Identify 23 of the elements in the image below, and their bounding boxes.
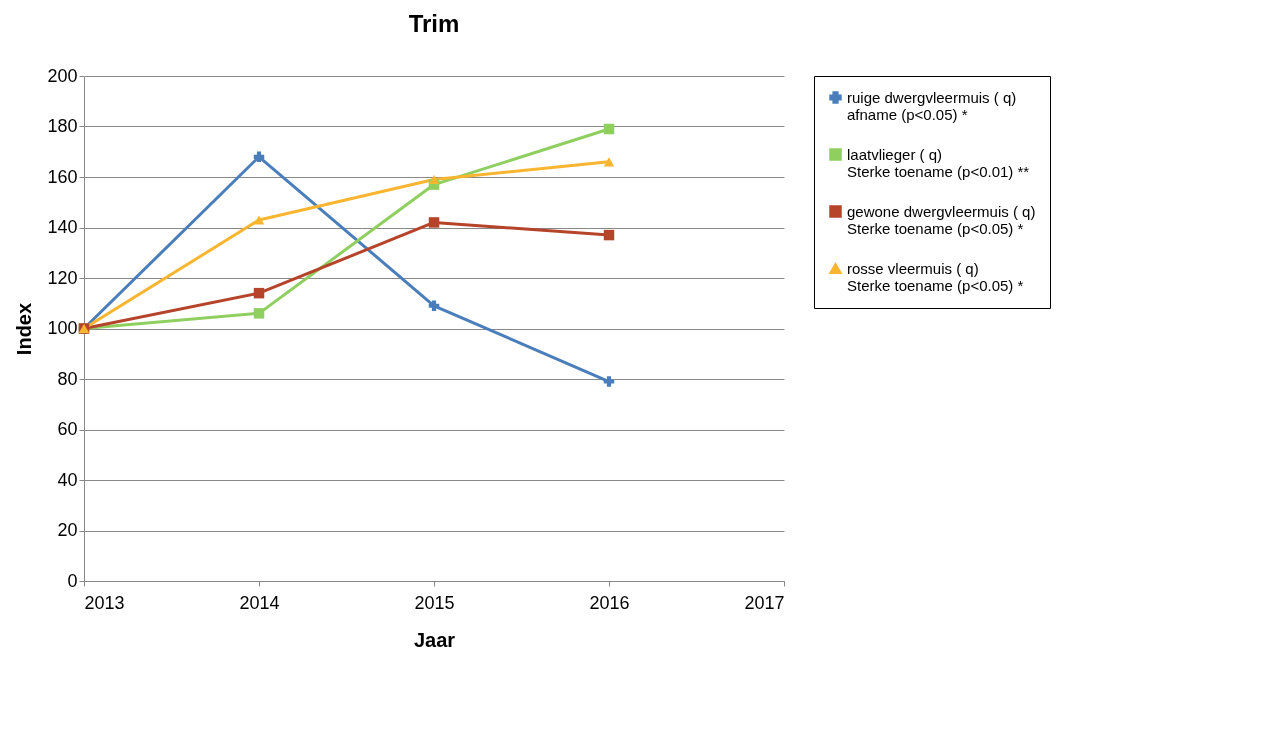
- y-tick-label: 40: [57, 469, 78, 490]
- chart-title: Trim: [408, 10, 460, 37]
- y-tick-label: 20: [57, 520, 78, 540]
- x-tick-label: 2014: [239, 592, 280, 613]
- y-axis-title: Index: [13, 302, 36, 356]
- y-tick-label: 140: [47, 217, 78, 237]
- y-tick-label: 100: [47, 318, 78, 338]
- legend-label: rosse vleermuis ( q) Sterke toename (p<0.05) *: [847, 259, 1024, 294]
- y-tick-label: 60: [57, 419, 78, 439]
- y-tick-label: 0: [67, 570, 78, 591]
- y-tick-label: 200: [47, 65, 78, 86]
- legend-label: laatvlieger ( q) Sterke toename (p<0.01) **: [847, 145, 1030, 180]
- legend-label: ruige dwergvleermuis ( q) afname (p<0.05) *: [847, 88, 1017, 123]
- y-tick-label: 120: [47, 267, 78, 288]
- x-axis-title: Jaar: [413, 628, 456, 651]
- y-tick-label: 180: [47, 116, 78, 136]
- legend-label: gewone dwergvleermuis ( q) Sterke toename (p<0.05) *: [847, 202, 1036, 237]
- y-tick-label: 80: [57, 368, 78, 389]
- y-tick-label: 160: [47, 166, 78, 187]
- x-tick-label: 2013: [84, 592, 125, 613]
- x-tick-label: 2016: [589, 592, 630, 613]
- x-tick-label: 2015: [414, 592, 455, 613]
- x-tick-label: 2017: [744, 592, 785, 613]
